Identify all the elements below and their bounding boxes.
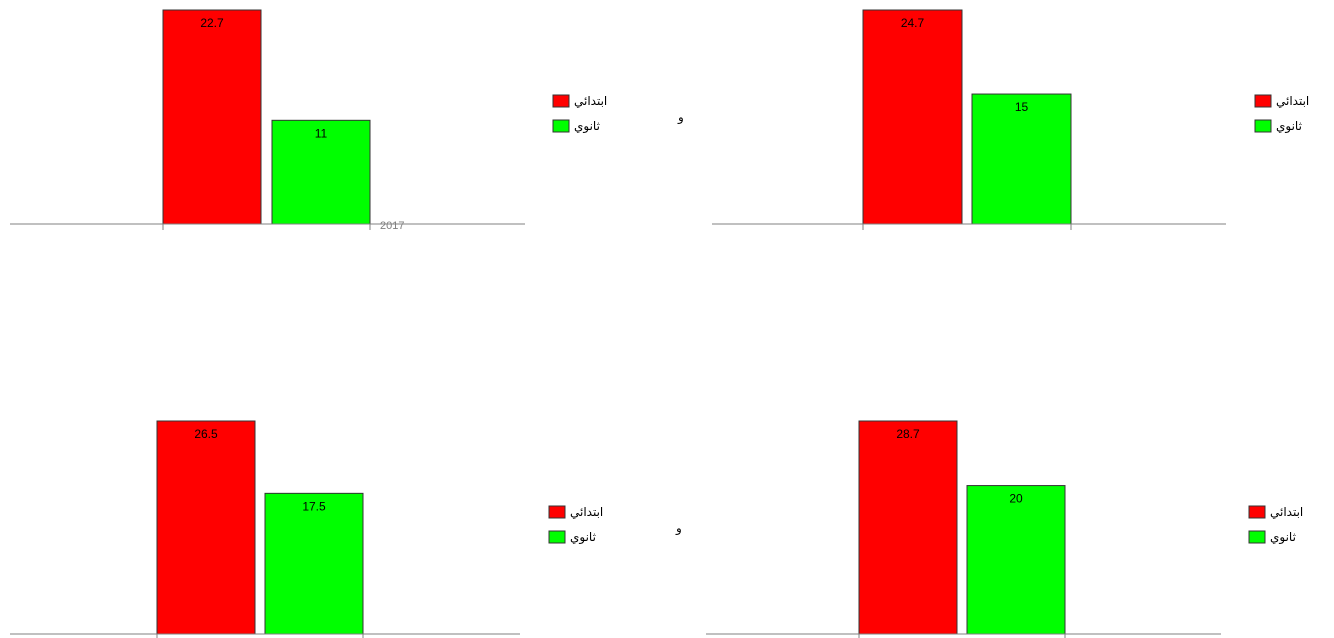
legend: ابتدائي ثانوي xyxy=(1248,505,1303,545)
legend-label: ابتدائي xyxy=(574,94,607,108)
bar-value-label: 17.5 xyxy=(302,499,326,513)
bar-value-label: 11 xyxy=(315,126,328,140)
legend: ابتدائي ثانوي xyxy=(548,505,603,545)
legend-swatch xyxy=(1248,505,1266,519)
bar-secondary xyxy=(271,119,371,225)
legend-label: ثانوي xyxy=(574,119,600,134)
chart-panel-1: 22.7 11 2017 ابتدائي ثانوي و xyxy=(10,9,684,232)
bar-secondary xyxy=(966,485,1066,635)
bar-value-label: 15 xyxy=(1015,100,1029,114)
legend-swatch xyxy=(1254,94,1272,108)
bar-secondary xyxy=(971,93,1072,225)
legend-label: ثانوي xyxy=(570,530,596,545)
chart-panel-3: 26.5 17.5 ابتدائي ثانوي و xyxy=(10,420,682,638)
x-tick-label: 2017 xyxy=(380,220,404,232)
legend: ابتدائي ثانوي xyxy=(1254,94,1309,134)
legend-label: ثانوي xyxy=(1270,530,1296,545)
legend: ابتدائي ثانوي xyxy=(552,94,607,134)
chart-panel-4: 28.7 20 ابتدائي ثانوي xyxy=(706,420,1303,638)
legend-label: ثانوي xyxy=(1276,119,1302,134)
bar-value-label: 22.7 xyxy=(200,16,224,30)
legend-swatch xyxy=(548,505,566,519)
bar-secondary xyxy=(264,492,364,635)
bar-primary xyxy=(162,9,262,225)
legend-label: ابتدائي xyxy=(570,505,603,519)
chart-panel-2: 24.7 15 ابتدائي ثانوي xyxy=(712,9,1309,230)
bar-value-label: 24.7 xyxy=(901,16,925,30)
bar-value-label: 20 xyxy=(1009,492,1023,506)
legend-swatch xyxy=(1254,119,1272,133)
legend-label: ابتدائي xyxy=(1276,94,1309,108)
bar-value-label: 26.5 xyxy=(194,427,218,441)
bar-value-label: 28.7 xyxy=(896,427,920,441)
legend-swatch xyxy=(552,119,570,133)
bar-primary xyxy=(858,420,958,635)
stray-mark: و xyxy=(677,110,684,125)
legend-swatch xyxy=(552,94,570,108)
legend-swatch xyxy=(1248,530,1266,544)
legend-label: ابتدائي xyxy=(1270,505,1303,519)
bar-primary xyxy=(156,420,256,635)
bar-primary xyxy=(862,9,963,225)
legend-swatch xyxy=(548,530,566,544)
stray-mark: و xyxy=(675,521,682,536)
